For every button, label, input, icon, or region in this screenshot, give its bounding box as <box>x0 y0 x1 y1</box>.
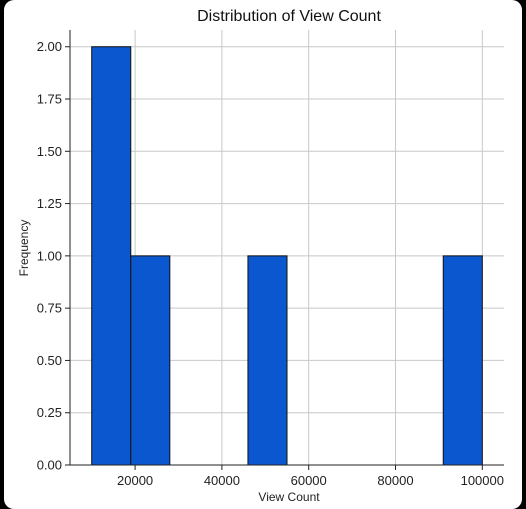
x-tick-label: 40000 <box>204 473 240 488</box>
histogram-bars <box>91 46 483 466</box>
y-tick-label: 2.00 <box>37 39 62 54</box>
tick-labels: 0.00 0.25 0.50 0.75 1.00 1.25 1.50 1.75 2.00 2000… <box>37 39 504 488</box>
histogram-bar <box>442 255 483 466</box>
y-tick-label: 1.50 <box>37 144 62 159</box>
x-tick-label: 80000 <box>377 473 413 488</box>
chart-frame: Distribution of View Count 0.00 0.25 0.50 0… <box>4 0 522 509</box>
x-tick-label: 100000 <box>461 473 504 488</box>
y-tick-label: 1.00 <box>37 248 62 263</box>
y-tick-label: 0.50 <box>37 353 62 368</box>
y-tick-label: 0.25 <box>37 405 62 420</box>
x-tick-label: 20000 <box>117 473 153 488</box>
histogram-bar <box>130 255 171 466</box>
y-tick-label: 1.25 <box>37 196 62 211</box>
histogram-chart: Distribution of View Count 0.000.250.500… <box>17 8 504 504</box>
y-tick-label: 0.00 <box>37 458 62 473</box>
x-axis-label: View Count <box>258 490 320 504</box>
y-axis-label: Frequency <box>17 220 31 277</box>
x-tick-label: 60000 <box>291 473 327 488</box>
histogram-bar <box>247 255 288 466</box>
histogram-bar <box>91 46 132 466</box>
y-tick-label: 0.75 <box>37 301 62 316</box>
y-tick-label: 1.75 <box>37 92 62 107</box>
axes <box>65 30 504 470</box>
chart-title: Distribution of View Count <box>197 8 381 25</box>
